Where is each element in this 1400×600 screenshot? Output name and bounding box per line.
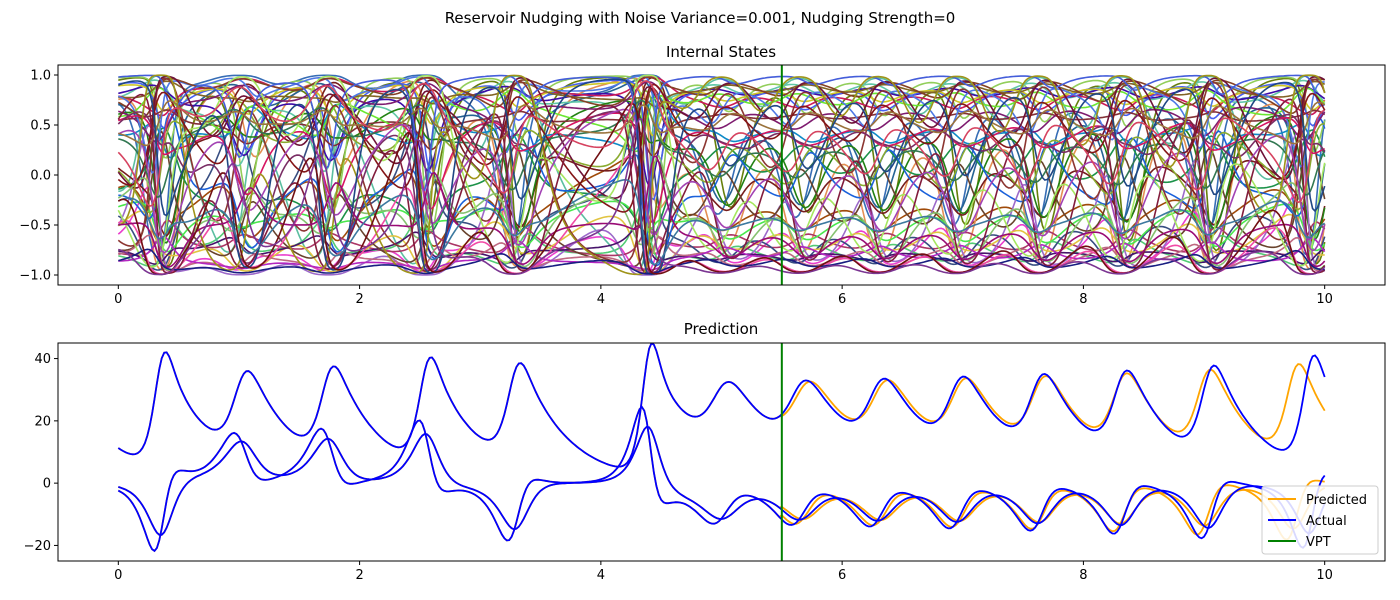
internal-state-line xyxy=(118,80,1326,143)
internal-state-line xyxy=(117,93,1326,275)
internal-states-lines xyxy=(117,74,1326,276)
internal-state-line xyxy=(118,75,1325,175)
x-tick-label: 6 xyxy=(838,568,846,583)
y-tick-label: 0.5 xyxy=(30,119,51,134)
series-predicted-z xyxy=(117,343,1326,468)
y-tick-label: −20 xyxy=(24,539,51,554)
prediction-lines xyxy=(117,343,1326,553)
x-tick-label: 2 xyxy=(355,292,363,307)
internal-state-line xyxy=(118,248,1325,275)
internal-state-line xyxy=(118,100,1326,244)
internal-state-line xyxy=(118,117,1326,276)
y-tick-label: −0.5 xyxy=(19,219,51,234)
legend-box xyxy=(1261,485,1379,555)
x-tick-label: 10 xyxy=(1316,292,1333,307)
legend-label-vpt: VPT xyxy=(1306,535,1331,550)
x-tick-label: 0 xyxy=(114,292,122,307)
internal-state-line xyxy=(117,80,1325,208)
x-ticks: 0 2 4 6 8 10 xyxy=(114,561,1333,583)
x-tick-label: 4 xyxy=(597,292,605,307)
internal-state-line xyxy=(117,90,1325,214)
x-tick-label: 8 xyxy=(1079,292,1087,307)
y-tick-label: −1.0 xyxy=(19,269,51,284)
internal-state-line xyxy=(117,154,1326,271)
internal-state-line xyxy=(118,74,1326,224)
y-tick-label: 0.0 xyxy=(30,169,51,184)
legend: Predicted Actual VPT xyxy=(1261,485,1379,555)
internal-state-line xyxy=(117,77,1326,264)
x-ticks: 0 2 4 6 8 10 xyxy=(114,285,1333,307)
y-ticks: −20 0 20 40 xyxy=(24,352,58,554)
internal-state-line xyxy=(118,75,1326,256)
series-actual-y xyxy=(117,405,1326,553)
figure-title: Reservoir Nudging with Noise Variance=0.… xyxy=(444,9,956,27)
y-tick-label: 1.0 xyxy=(30,69,51,84)
internal-state-line xyxy=(118,130,1326,268)
prediction-axes: Prediction 0 2 4 6 8 10 −20 0 20 40 Predicted Ac… xyxy=(24,320,1386,583)
internal-state-line xyxy=(117,124,1325,276)
internal-state-line xyxy=(118,86,1326,153)
internal-state-line xyxy=(117,83,1326,213)
internal-state-line xyxy=(118,76,1326,267)
y-tick-label: 40 xyxy=(34,352,51,367)
internal-state-line xyxy=(117,108,1326,254)
legend-label-actual: Actual xyxy=(1306,514,1347,529)
internal-state-line xyxy=(118,74,1326,276)
x-tick-label: 8 xyxy=(1079,568,1087,583)
internal-state-line xyxy=(118,100,1326,147)
y-tick-label: 0 xyxy=(43,477,51,492)
x-tick-label: 10 xyxy=(1316,568,1333,583)
axes-title-prediction: Prediction xyxy=(684,320,759,338)
x-tick-label: 6 xyxy=(838,292,846,307)
legend-label-predicted: Predicted xyxy=(1306,493,1367,508)
internal-state-line xyxy=(117,178,1326,266)
series-actual-z xyxy=(117,343,1326,468)
axes-frame xyxy=(57,342,1386,562)
x-tick-label: 2 xyxy=(355,568,363,583)
x-tick-label: 4 xyxy=(597,568,605,583)
series-predicted-y xyxy=(117,405,1325,553)
internal-state-line xyxy=(118,155,1326,268)
internal-state-line xyxy=(118,93,1326,159)
axes-title-internal-states: Internal States xyxy=(666,43,776,61)
y-tick-label: 20 xyxy=(34,414,51,429)
internal-states-axes: Internal States 0 2 4 6 8 10 −1.0 −0.5 0.0 0.5 1.… xyxy=(19,43,1386,307)
y-ticks: −1.0 −0.5 0.0 0.5 1.0 xyxy=(19,69,58,284)
x-tick-label: 0 xyxy=(114,568,122,583)
